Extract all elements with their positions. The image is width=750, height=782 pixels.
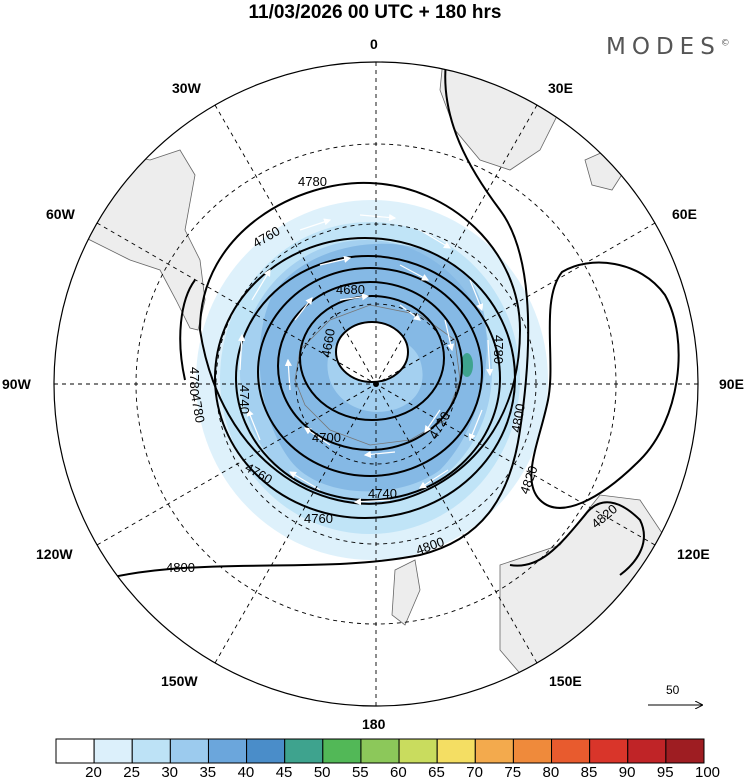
- colorbar-swatch: [551, 738, 591, 764]
- africa-land: [439, 62, 561, 171]
- contour-label: 4740: [237, 385, 252, 414]
- contour-label: 4800: [166, 560, 195, 575]
- colorbar-label: 50: [313, 764, 331, 781]
- contour-label: 4780: [187, 367, 202, 396]
- colorbar-swatch: [589, 738, 629, 764]
- colorbar-swatch: [360, 738, 400, 764]
- colorbar-label: 35: [199, 764, 217, 781]
- colorbar-label: 30: [161, 764, 179, 781]
- lon-label-120e: 120E: [677, 546, 710, 562]
- colorbar-label: 65: [428, 764, 445, 781]
- colorbar-label: 80: [542, 764, 560, 781]
- lon-label-60e: 60E: [672, 206, 697, 222]
- lon-label-150e: 150E: [549, 673, 582, 689]
- colorbar-swatch: [665, 738, 705, 764]
- colorbar-swatch: [627, 738, 667, 764]
- colorbar-swatch: [322, 738, 362, 764]
- contour-label: 4680: [336, 282, 365, 297]
- colorbar-swatch: [398, 738, 438, 764]
- colorbar-label: 60: [390, 764, 407, 781]
- map-boundary: [53, 61, 699, 707]
- colorbar-label: 45: [275, 764, 293, 781]
- lon-label-30e: 30E: [548, 80, 573, 96]
- contour-label: 4700: [312, 430, 341, 445]
- colorbar-swatch: [246, 738, 286, 764]
- lon-label-120w: 120W: [36, 546, 73, 562]
- colorbar-label: 85: [580, 764, 598, 781]
- colorbar-label: 90: [618, 764, 636, 781]
- contour-label: 4780: [188, 393, 208, 424]
- madagascar-land: [584, 147, 631, 191]
- colorbar-label: 70: [466, 764, 483, 781]
- colorbar-swatch: [55, 738, 95, 764]
- brand-mark: ©: [720, 38, 730, 49]
- colorbar-label: 100: [695, 764, 721, 781]
- brand-name: MODES: [606, 34, 721, 60]
- colorbar: [55, 738, 705, 764]
- colorbar-swatch: [169, 738, 209, 764]
- lon-label-180: 180: [362, 716, 386, 732]
- lon-label-0: 0: [370, 36, 378, 52]
- contour-label: 4780: [491, 335, 506, 364]
- height-contours: [99, 62, 680, 581]
- australia-land: [499, 494, 698, 706]
- antarctica-coastline: [294, 304, 461, 446]
- colorbar-label: 25: [123, 764, 140, 781]
- south-pole-marker: [373, 381, 379, 387]
- colorbar-swatch: [207, 738, 248, 764]
- lon-label-60w: 60W: [46, 206, 75, 222]
- colorbar-label: 40: [237, 764, 255, 781]
- wind-shade-50: [461, 353, 473, 377]
- colorbar-swatch: [512, 738, 553, 764]
- contour-label: 4800: [508, 402, 528, 433]
- contour-label: 4660: [318, 327, 338, 358]
- lon-label-90e: 90E: [719, 376, 744, 392]
- contour-label: 4760: [304, 511, 333, 526]
- colorbar-label: 95: [656, 764, 674, 781]
- polar-cap-clear: [336, 322, 408, 382]
- colorbar-label: 75: [504, 764, 522, 781]
- chart-title: 11/03/2026 00 UTC + 180 hrs: [248, 2, 502, 23]
- contour-label: 4740: [368, 486, 397, 501]
- brand-logo: MODES©: [606, 34, 730, 60]
- colorbar-label: 55: [351, 764, 369, 781]
- reference-vector-label: 50: [666, 683, 680, 697]
- lon-label-90w: 90W: [2, 376, 31, 392]
- lon-label-150w: 150W: [161, 673, 198, 689]
- colorbar-swatch: [474, 738, 514, 764]
- lon-label-30w: 30W: [172, 80, 201, 96]
- contour-label: 4780: [298, 174, 327, 189]
- wind-vectors: [238, 213, 494, 506]
- new-zealand-land: [391, 559, 421, 626]
- colorbar-swatch: [93, 738, 133, 764]
- colorbar-label: 20: [85, 764, 102, 781]
- colorbar-swatch: [436, 738, 476, 764]
- colorbar-swatch: [131, 738, 171, 764]
- colorbar-swatch: [284, 738, 324, 764]
